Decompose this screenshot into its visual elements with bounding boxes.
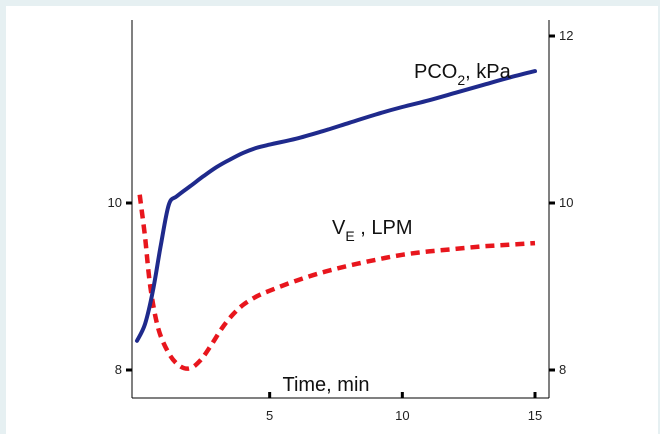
right-tick-label: 12 xyxy=(559,28,573,43)
ve-label-sub: E xyxy=(345,228,354,244)
axes-group: 8 10 8 10 12 5 10 15 xyxy=(96,20,573,423)
pco2-series-line xyxy=(135,69,537,343)
pco2-series-label: PCO2, kPa xyxy=(414,61,512,88)
labels-layer: Time, min PCO2, kPa VE , LPM xyxy=(282,61,511,396)
pco2-label-rest: , kPa xyxy=(465,61,511,83)
left-tick-label: 8 xyxy=(115,362,122,377)
ve-series-label: VE , LPM xyxy=(332,217,412,244)
line-chart: 8 10 8 10 12 5 10 15 Time, min PCO2, kPa VE , L… xyxy=(96,20,573,423)
x-axis-label: Time, min xyxy=(282,374,369,396)
chart-frame: 8 10 8 10 12 5 10 15 Time, min PCO2, kPa VE , L… xyxy=(6,6,658,434)
pco2-label-sub: 2 xyxy=(457,72,465,88)
right-tick-label: 8 xyxy=(559,362,566,377)
right-tick-label: 10 xyxy=(559,195,573,210)
x-tick-label: 5 xyxy=(266,408,273,423)
ve-label-rest: , LPM xyxy=(355,217,413,239)
ve-label-main: V xyxy=(332,217,346,239)
pco2-label-main: PCO xyxy=(414,61,457,83)
left-tick-label: 10 xyxy=(108,195,122,210)
x-tick-label: 10 xyxy=(395,408,409,423)
plot-area xyxy=(96,20,549,398)
ve-series-line xyxy=(137,194,536,371)
series-layer xyxy=(135,69,537,371)
x-tick-label: 15 xyxy=(528,408,542,423)
